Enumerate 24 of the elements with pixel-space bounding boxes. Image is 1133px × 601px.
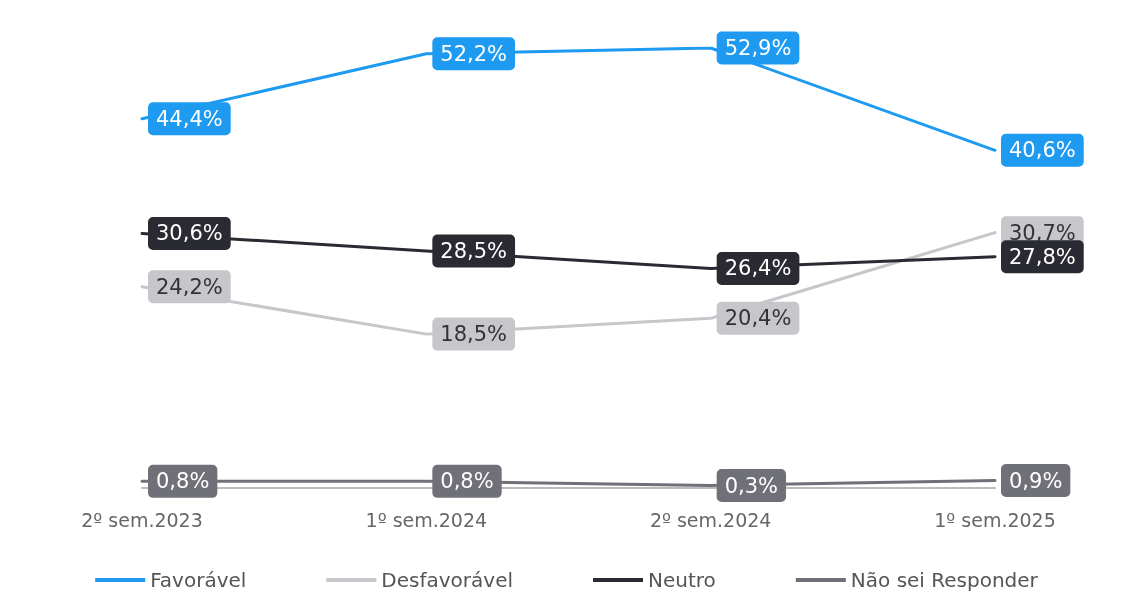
- data-label: 40,6%: [1009, 138, 1076, 163]
- data-label: 0,8%: [440, 469, 494, 494]
- data-label: 18,5%: [440, 322, 508, 347]
- data-label: 0,3%: [724, 473, 779, 498]
- data-label: 52,9%: [724, 36, 792, 60]
- data-label: 0,8%: [156, 469, 210, 494]
- legend-label: Desfavorável: [381, 568, 514, 592]
- legend-label: Favorável: [150, 568, 247, 592]
- x-tick-label: 2º sem.2023: [81, 508, 203, 531]
- data-label: 24,2%: [156, 274, 223, 299]
- x-tick-label: 1º sem.2025: [934, 508, 1056, 531]
- legend-label: Não sei Responder: [850, 568, 1039, 592]
- data-label: 27,8%: [1009, 244, 1076, 269]
- data-label: 0,9%: [1009, 468, 1063, 493]
- data-label: 44,4%: [156, 106, 223, 131]
- data-label: 20,4%: [724, 306, 792, 331]
- data-label: 30,7%: [1009, 220, 1076, 245]
- data-label: 28,5%: [440, 238, 508, 263]
- data-label: 52,2%: [440, 41, 508, 66]
- x-tick-label: 2º sem.2024: [649, 508, 772, 531]
- data-label: 26,4%: [724, 256, 792, 281]
- legend-label: Neutro: [648, 568, 716, 592]
- data-label: 30,6%: [156, 221, 223, 246]
- x-tick-label: 1º sem.2024: [365, 508, 488, 531]
